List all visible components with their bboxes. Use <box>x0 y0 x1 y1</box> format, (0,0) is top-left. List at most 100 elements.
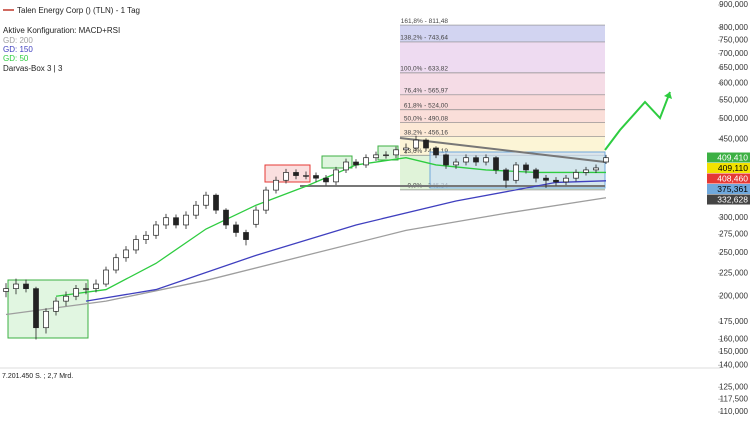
candle-body <box>443 154 449 166</box>
candle-body <box>233 224 239 233</box>
y-tick-label: 150,000 <box>719 347 748 356</box>
subtitle: Aktive Konfiguration: MACD+RSI <box>3 26 120 35</box>
candle-body <box>3 288 9 292</box>
candle-body <box>483 157 489 163</box>
candle-body <box>113 257 119 271</box>
candle-body <box>163 217 169 226</box>
candle-body <box>583 169 589 173</box>
candle-body <box>263 189 269 211</box>
y-tick-label: 160,000 <box>719 335 748 344</box>
candle-body <box>13 283 19 289</box>
fib-band <box>400 41 605 73</box>
candle-body <box>143 234 149 240</box>
candle-body <box>283 172 289 181</box>
candle-body <box>363 157 369 166</box>
y-tick-label: 125,000 <box>719 382 748 391</box>
candle-body <box>493 157 499 171</box>
price-badge <box>707 194 750 205</box>
darvas-label: Darvas-Box 3 | 3 <box>3 64 63 73</box>
price-badge-label: 409,410 <box>717 152 748 162</box>
price-badge <box>707 184 750 195</box>
chart-title: Talen Energy Corp () (TLN) - 1 Tag <box>17 6 140 15</box>
candle-body <box>573 172 579 179</box>
candle-body <box>73 288 79 297</box>
candle-body <box>383 154 389 157</box>
fib-label: 61,8% - 524,00 <box>404 102 448 109</box>
candle-body <box>503 169 509 181</box>
legend: Talen Energy Corp () (TLN) - 1 Tag Aktiv… <box>3 6 140 73</box>
candle-body <box>513 164 519 181</box>
candle-body <box>173 217 179 226</box>
y-tick-label: 275,000 <box>719 230 748 239</box>
candle-body <box>183 214 189 226</box>
moving-average <box>85 180 607 302</box>
y-tick-label: 250,000 <box>719 248 748 257</box>
candle-body <box>323 177 329 183</box>
candle-body <box>303 175 309 177</box>
fib-band <box>400 94 605 110</box>
y-tick-label: 700,000 <box>719 49 748 58</box>
price-badge <box>707 173 750 184</box>
candle-body <box>413 139 419 149</box>
candle-body <box>43 310 49 329</box>
candle-body <box>133 239 139 251</box>
plot <box>3 135 609 340</box>
candle-body <box>23 283 29 289</box>
candle-body <box>603 157 609 163</box>
candle-body <box>243 232 249 240</box>
trend-line <box>399 137 606 163</box>
candle-body <box>523 164 529 171</box>
candle-body <box>453 161 459 166</box>
price-badge-label: 332,628 <box>717 194 748 204</box>
fib-band <box>400 25 605 42</box>
candle-body <box>533 169 539 179</box>
candle-body <box>563 177 569 183</box>
candle-body <box>313 175 319 179</box>
price-badge-label: 409,110 <box>718 163 748 173</box>
fib-band <box>400 72 605 95</box>
moving-average <box>5 197 607 316</box>
y-tick-label: 800,000 <box>719 23 748 32</box>
forecast-arrow <box>604 91 671 151</box>
price-badge <box>707 152 750 163</box>
candle-body <box>33 288 39 329</box>
candle-body <box>403 147 409 151</box>
price-badge-label: 375,361 <box>717 184 748 194</box>
y-tick-label: 450,000 <box>719 134 748 143</box>
y-tick-label: 117,500 <box>720 394 749 403</box>
y-tick-label: 750,000 <box>719 35 748 44</box>
candle-body <box>203 194 209 206</box>
fib-label: 76,4% - 565,97 <box>404 88 448 95</box>
fib-label: 100,0% - 633,82 <box>400 66 448 73</box>
candle-body <box>373 154 379 159</box>
y-tick-label: 200,000 <box>719 291 748 300</box>
y-tick-label: 225,000 <box>719 269 748 278</box>
candle-body <box>463 157 469 163</box>
candle-body <box>293 172 299 176</box>
candle-body <box>63 295 69 302</box>
fib-label: 38,2% - 456,16 <box>404 129 448 136</box>
y-tick-label: 550,000 <box>719 95 748 104</box>
candle-body <box>393 149 399 156</box>
volume-label: 7.201.450 S. ; 2,7 Mrd. <box>2 373 73 380</box>
candle-body <box>253 209 259 225</box>
y-tick-label: 300,000 <box>719 213 748 222</box>
y-tick-label: 900,000 <box>719 0 748 9</box>
candle-body <box>593 167 599 171</box>
candle-body <box>433 147 439 156</box>
legend-entry: GD: 150 <box>3 45 33 54</box>
fib-label: 23,6% - 414,19 <box>404 148 448 155</box>
candle-body <box>153 224 159 236</box>
moving-average <box>55 157 606 297</box>
candle-body <box>103 269 109 285</box>
y-tick-label: 175,000 <box>719 317 748 326</box>
fib-label: 161,8% - 811,48 <box>401 18 449 25</box>
forecast-arrow-head <box>664 92 672 99</box>
legend-entry: GD: 50 <box>3 54 29 63</box>
legend-entry: GD: 200 <box>3 36 33 45</box>
y-tick-label: 140,000 <box>719 360 748 369</box>
y-tick-label: 500,000 <box>719 114 748 123</box>
candle-body <box>223 209 229 226</box>
candle-body <box>343 161 349 171</box>
candle-body <box>423 139 429 149</box>
